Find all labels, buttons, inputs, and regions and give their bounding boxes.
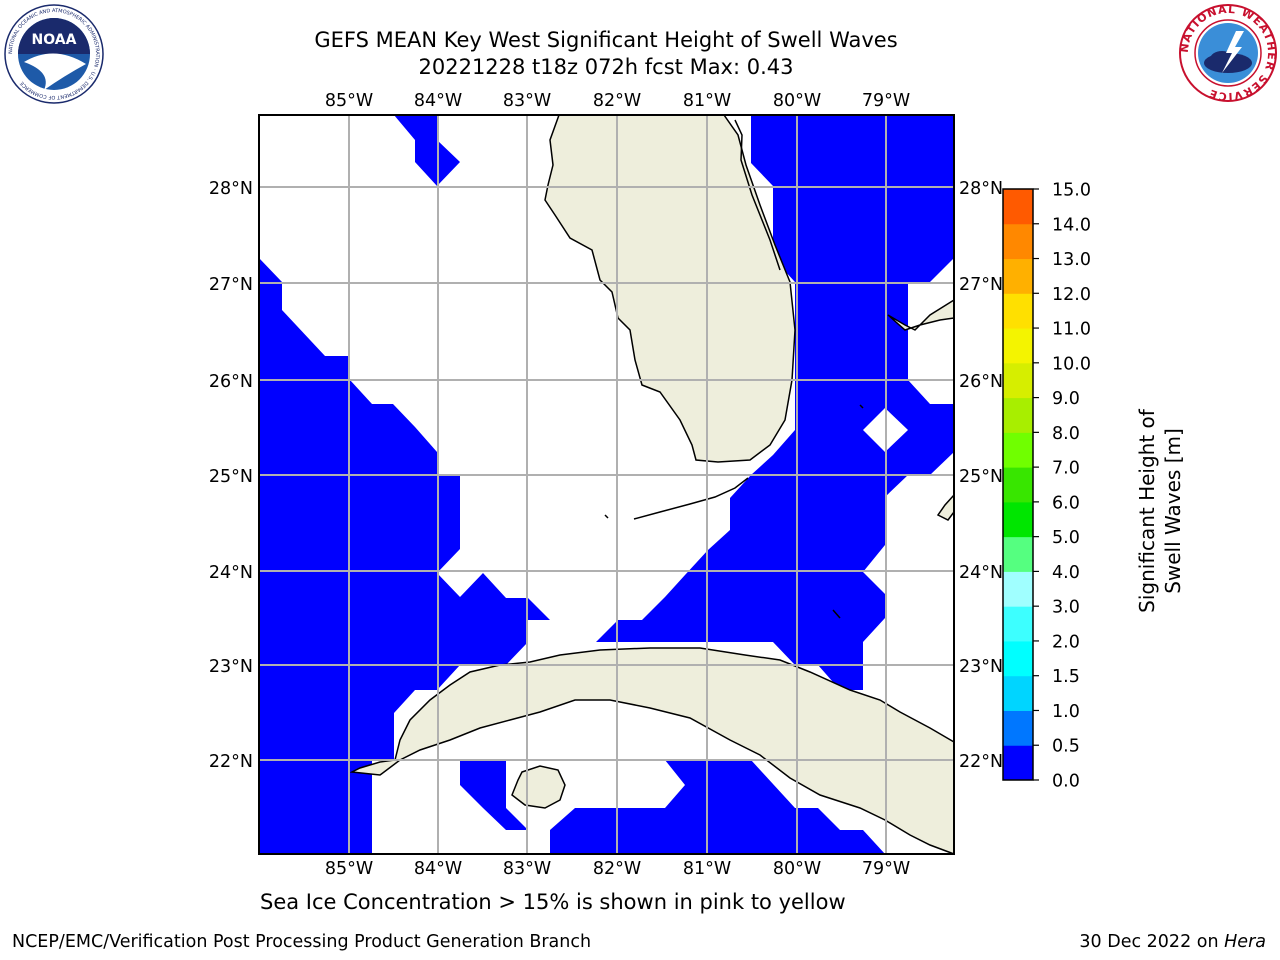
colorbar-segment (1003, 397, 1033, 433)
lon-label-top: 80°W (773, 91, 821, 111)
lat-labels-left: 28°N 27°N 26°N 25°N 24°N 23°N 22°N (209, 179, 253, 772)
colorbar-tick-label: 10.0 (1052, 354, 1091, 374)
sea-ice-note: Sea Ice Concentration > 15% is shown in … (260, 890, 846, 914)
colorbar-tick-label: 15.0 (1052, 181, 1091, 201)
colorbar-tick-label: 0.5 (1052, 737, 1080, 757)
lon-label-top: 82°W (593, 91, 641, 111)
lat-label-right: 28°N (959, 179, 1003, 199)
lat-label-left: 28°N (209, 179, 253, 199)
key-west-islet (604, 514, 609, 519)
lon-label-bottom: 80°W (773, 859, 821, 879)
colorbar-tick-label: 12.0 (1052, 285, 1091, 305)
lon-labels-bottom: 85°W 84°W 83°W 82°W 81°W 80°W 79°W (325, 859, 910, 879)
lon-labels-top: 85°W 84°W 83°W 82°W 81°W 80°W 79°W (325, 91, 910, 111)
colorbar-tick-label: 11.0 (1052, 320, 1091, 340)
colorbar-tick-label: 5.0 (1052, 528, 1080, 548)
colorbar-segment (1003, 328, 1033, 364)
lon-label-top: 79°W (862, 91, 910, 111)
graticule (259, 115, 954, 854)
colorbar-tick-label: 0.0 (1052, 772, 1080, 792)
florida-land (544, 114, 796, 463)
colorbar-tick-label: 9.0 (1052, 389, 1080, 409)
noaa-logo-text: NOAA (32, 32, 77, 48)
colorbar-tick-label: 13.0 (1052, 250, 1091, 270)
colorbar-frame (1002, 188, 1034, 781)
colorbar-label: Significant Height of Swell Waves [m] (1135, 409, 1185, 613)
cay-sal-islet (832, 609, 841, 619)
cuba-land (349, 647, 955, 856)
lat-label-left: 24°N (209, 563, 253, 583)
map-subtitle: 20221228 t18z 072h fcst Max: 0.43 (418, 55, 794, 79)
lon-label-bottom: 82°W (593, 859, 641, 879)
swell-region-caribbean (550, 760, 885, 854)
florida-east-coast-lagoon (734, 119, 781, 271)
lat-label-right: 25°N (959, 467, 1003, 487)
bahamas-land (887, 298, 955, 331)
lat-label-left: 25°N (209, 467, 253, 487)
swell-region-gulf-south (460, 760, 528, 830)
lon-label-bottom: 79°W (862, 859, 910, 879)
lat-label-left: 26°N (209, 372, 253, 392)
noaa-logo: NOAA NATIONAL OCEANIC AND ATMOSPHERIC AD… (4, 4, 104, 104)
map-title: GEFS MEAN Key West Significant Height of… (314, 28, 898, 52)
map-frame (258, 114, 955, 855)
colorbar-segment (1003, 223, 1033, 260)
swell-region-nw-gulf (394, 115, 460, 186)
colorbar-segment (1003, 745, 1033, 781)
colorbar-segment (1003, 571, 1033, 607)
branch-credit: NCEP/EMC/Verification Post Processing Pr… (12, 932, 592, 952)
lon-label-top: 85°W (325, 91, 373, 111)
date-text: 30 Dec 2022 on (1079, 932, 1219, 952)
isle-of-youth (511, 765, 566, 809)
colorbar-tick-label: 1.5 (1052, 667, 1080, 687)
lon-label-top: 84°W (414, 91, 462, 111)
bimini-islet (859, 404, 864, 409)
lon-label-bottom: 85°W (325, 859, 373, 879)
lat-label-right: 22°N (959, 752, 1003, 772)
colorbar-tick-label: 14.0 (1052, 215, 1091, 235)
colorbar-segment (1003, 258, 1033, 294)
lat-label-left: 27°N (209, 275, 253, 295)
colorbar-segment (1003, 362, 1033, 399)
lat-label-right: 26°N (959, 372, 1003, 392)
nws-logo: NATIONAL WEATHER SERVICE (1178, 3, 1277, 103)
colorbar-segment (1003, 536, 1033, 572)
colorbar-segment (1003, 467, 1033, 503)
colorbar-ticks: 0.0 0.5 1.0 1.5 2.0 3.0 4.0 5.0 6.0 7.0 8.0 9.0 10.0… (1033, 181, 1091, 792)
swell-height-fill (259, 115, 954, 854)
colorbar-tick-label: 7.0 (1052, 459, 1080, 479)
colorbar-segment (1003, 293, 1033, 329)
colorbar-segment (1003, 501, 1033, 538)
colorbar-segment (1003, 710, 1033, 746)
colorbar-segment (1003, 675, 1033, 711)
colorbar-segment (1003, 606, 1033, 642)
colorbar-segment (1003, 640, 1033, 677)
colorbar (1002, 188, 1034, 781)
colorbar-segment (1003, 432, 1033, 468)
lat-label-left: 22°N (209, 752, 253, 772)
lon-label-bottom: 84°W (414, 859, 462, 879)
lon-label-top: 83°W (503, 91, 551, 111)
colorbar-tick-label: 8.0 (1052, 424, 1080, 444)
lon-label-top: 81°W (683, 91, 731, 111)
colorbar-segment (1003, 189, 1033, 225)
lat-labels-right: 28°N 27°N 26°N 25°N 24°N 23°N 22°N (959, 179, 1003, 772)
lat-label-right: 23°N (959, 657, 1003, 677)
colorbar-tick-label: 4.0 (1052, 563, 1080, 583)
colorbar-tick-label: 3.0 (1052, 598, 1080, 618)
lon-label-bottom: 83°W (503, 859, 551, 879)
date-credit: 30 Dec 2022 on Hera (1079, 932, 1266, 952)
colorbar-tick-label: 6.0 (1052, 493, 1080, 513)
lat-label-right: 27°N (959, 275, 1003, 295)
host-name: Hera (1224, 932, 1266, 952)
colorbar-tick-label: 1.0 (1052, 702, 1080, 722)
swell-region-main (259, 115, 954, 854)
lon-label-bottom: 81°W (683, 859, 731, 879)
lat-label-left: 23°N (209, 657, 253, 677)
florida-keys (633, 477, 749, 520)
lat-label-right: 24°N (959, 563, 1003, 583)
colorbar-tick-label: 2.0 (1052, 632, 1080, 652)
